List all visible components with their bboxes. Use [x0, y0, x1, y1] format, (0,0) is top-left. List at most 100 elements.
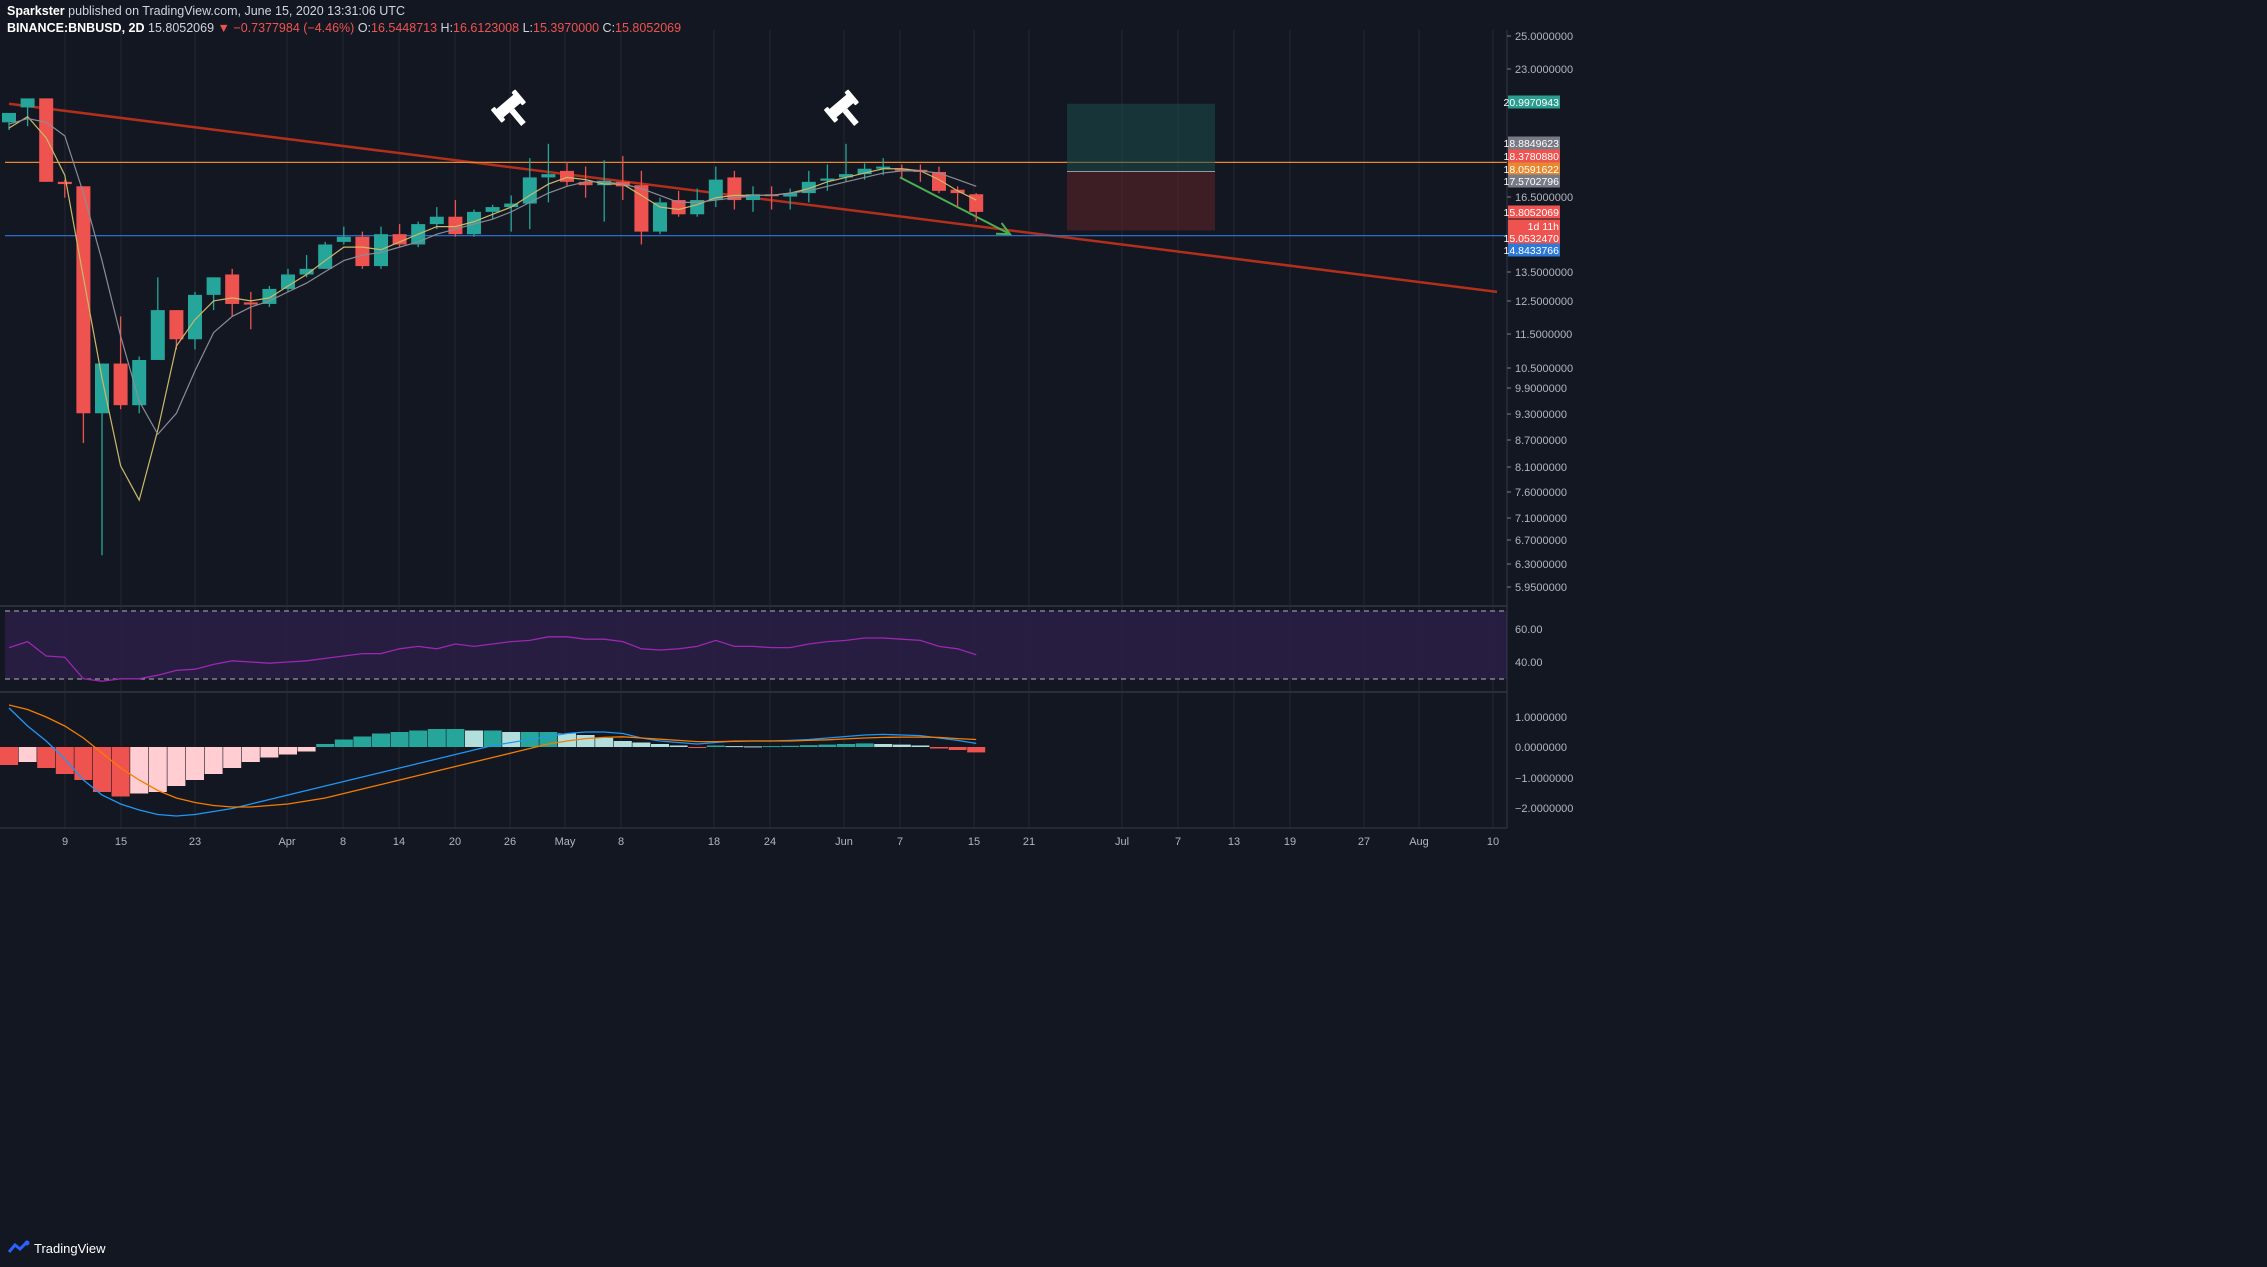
price-axis[interactable]: 25.0000000 23.0000000 16.5000000 13.5000000…	[1507, 31, 1573, 815]
macd-histogram-bar	[130, 747, 149, 794]
price-badge-label: 15.8052069	[1504, 207, 1560, 219]
gavel-head	[495, 94, 522, 118]
macd-histogram-bar	[74, 747, 93, 780]
tradingview-logo-icon	[8, 1240, 30, 1253]
candle	[746, 194, 760, 201]
candle	[2, 112, 16, 123]
macd-histogram-bar	[167, 747, 186, 786]
ohlc-high-label: H:	[440, 21, 454, 35]
time-tick-label: 18	[708, 836, 720, 848]
price-tick-label: 9.3000000	[1515, 409, 1567, 421]
time-tick-label: Apr	[278, 836, 295, 848]
brand-name: TradingView	[34, 1240, 106, 1256]
candle	[336, 236, 351, 242]
candle	[578, 181, 593, 186]
macd-histogram-bar	[297, 747, 316, 752]
time-tick-label: 15	[115, 836, 127, 848]
tradingview-logo[interactable]: TradingView	[8, 1238, 106, 1258]
ohlc-close-label: C:	[602, 21, 616, 35]
time-tick-label: 8	[618, 836, 624, 848]
candle	[783, 193, 798, 197]
chart-grid	[64, 30, 1494, 828]
candle	[429, 216, 444, 225]
time-tick-label: Jun	[835, 836, 853, 848]
rsi-pane[interactable]	[8, 636, 977, 682]
candle	[801, 181, 816, 194]
macd-signal-line	[8, 704, 977, 808]
candle	[57, 181, 72, 185]
macd-histogram-bar	[576, 735, 595, 747]
gavel-cap-right	[844, 89, 859, 106]
candle	[932, 171, 946, 191]
macd-histogram-bar	[241, 747, 260, 762]
fast-ma-line	[8, 115, 977, 502]
candle	[671, 200, 686, 215]
candle	[76, 186, 91, 414]
time-tick-label: Jul	[1115, 836, 1129, 848]
price-badge-label: 15.0532470	[1504, 233, 1560, 245]
price-badge	[1508, 219, 1560, 233]
symbol-label[interactable]: BINANCE:BNBUSD, 2D	[7, 21, 145, 35]
macd-pane[interactable]	[0, 704, 986, 817]
candle	[392, 234, 407, 245]
macd-histogram-bar	[595, 738, 614, 747]
time-tick-label: 23	[189, 836, 201, 848]
macd-histogram-bar	[353, 736, 372, 747]
author-name[interactable]: Sparkster	[7, 4, 65, 18]
macd-histogram-bar	[148, 747, 167, 792]
time-tick-label: May	[555, 836, 576, 848]
projection-arrow	[899, 176, 1011, 236]
price-badge	[1508, 136, 1560, 150]
time-tick-label: 24	[764, 836, 776, 848]
time-tick-label: 9	[62, 836, 68, 848]
candle	[541, 174, 556, 178]
macd-histogram-bar	[446, 729, 465, 747]
last-price: 15.8052069	[148, 21, 215, 35]
candle	[504, 203, 519, 208]
price-tick-label: 6.7000000	[1515, 535, 1567, 547]
macd-histogram-bar	[669, 745, 688, 747]
time-tick-label: 7	[1175, 836, 1181, 848]
price-tick-label: 7.1000000	[1515, 513, 1567, 525]
gavel-icon-4	[491, 89, 526, 127]
macd-histogram-bar	[409, 730, 428, 747]
candle	[727, 177, 742, 201]
gavel-cap-left	[824, 107, 839, 123]
candles-layer[interactable]	[2, 98, 984, 556]
time-tick-label: 10	[1487, 836, 1499, 848]
macd-histogram-bar	[874, 744, 893, 747]
macd-tick-label: −1.0000000	[1515, 773, 1573, 785]
time-tick-label: Aug	[1409, 836, 1429, 848]
candle	[876, 166, 891, 169]
price-tick-label: 8.7000000	[1515, 435, 1567, 447]
macd-tick-label: 0.0000000	[1515, 742, 1567, 754]
macd-histogram-bar	[818, 744, 837, 747]
macd-histogram-bar	[948, 747, 967, 750]
macd-histogram-bar	[37, 747, 56, 768]
arrow-head-icon	[995, 222, 1013, 236]
macd-histogram-bar	[316, 744, 335, 747]
price-tick-label: 5.9500000	[1515, 582, 1567, 594]
position-target-zone	[1067, 103, 1215, 172]
price-tick-label: 13.5000000	[1515, 267, 1573, 279]
drawings-layer[interactable]	[5, 89, 1507, 294]
macd-histogram-bar	[55, 747, 74, 774]
macd-histogram-bar	[539, 732, 558, 747]
candle	[150, 310, 165, 360]
candle	[634, 185, 649, 232]
price-tick-label: 6.3000000	[1515, 559, 1567, 571]
candle	[597, 180, 612, 186]
candle	[132, 359, 147, 406]
chart-header: Sparkster published on TradingView.com, …	[0, 0, 2267, 42]
price-tick-label: 8.1000000	[1515, 462, 1567, 474]
macd-histogram-bar	[781, 745, 800, 747]
price-badge-label: 1d 11h	[1528, 221, 1559, 233]
ohlc-close: 15.8052069	[615, 21, 682, 35]
candle	[113, 363, 128, 406]
candle	[653, 202, 667, 232]
moving-averages-layer	[8, 115, 977, 502]
price-badge-label: 18.3780880	[1504, 151, 1560, 163]
candle	[262, 288, 277, 304]
time-axis[interactable]: 9 15 23 Apr 8 14 20 26 May 8 18 24 Jun 7 15 21 Jul 7 13 19 2…	[62, 836, 1499, 848]
